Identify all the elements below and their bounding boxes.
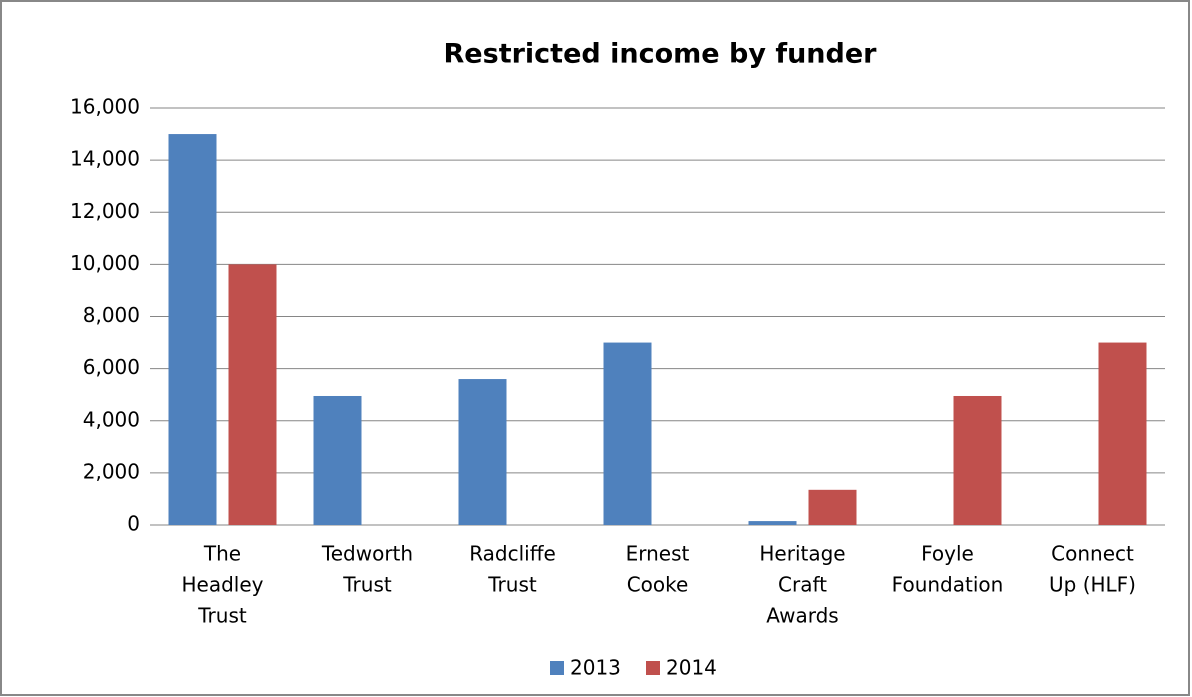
bar [953,395,1002,525]
legend-swatch [646,661,660,675]
y-tick-label: 8,000 [83,303,140,327]
bar [458,379,507,525]
x-tick-label: Trust [342,573,392,597]
bar [313,395,362,525]
bar [748,521,797,525]
x-tick-label: Ernest [626,542,690,566]
x-tick-label: Tedworth [321,542,413,566]
x-tick-label: Headley [182,573,264,597]
legend-label: 2013 [570,656,621,680]
y-tick-label: 12,000 [70,199,140,223]
bar [228,264,277,525]
y-tick-label: 16,000 [70,95,140,119]
chart-title: Restricted income by funder [444,39,878,70]
x-tick-label: The [203,542,241,566]
x-tick-label: Trust [197,604,247,628]
x-tick-label: Awards [766,604,838,628]
bar [168,134,217,525]
x-tick-label: Heritage [759,542,845,566]
x-tick-label: Radcliffe [469,542,556,566]
x-tick-label: Trust [487,573,537,597]
x-tick-label: Craft [778,573,827,597]
bar [1098,342,1147,525]
y-tick-label: 2,000 [83,459,140,483]
y-tick-label: 6,000 [83,355,140,379]
x-tick-label: Connect [1051,542,1134,566]
legend-swatch [550,661,564,675]
legend-label: 2014 [666,656,717,680]
x-tick-label: Foundation [892,573,1004,597]
x-tick-label: Cooke [627,573,689,597]
y-tick-label: 4,000 [83,407,140,431]
x-tick-label: Up (HLF) [1049,573,1136,597]
x-tick-label: Foyle [921,542,974,566]
y-tick-label: 10,000 [70,251,140,275]
y-tick-label: 14,000 [70,147,140,171]
y-tick-label: 0 [127,512,140,536]
bar [603,342,652,525]
bar [808,489,857,525]
